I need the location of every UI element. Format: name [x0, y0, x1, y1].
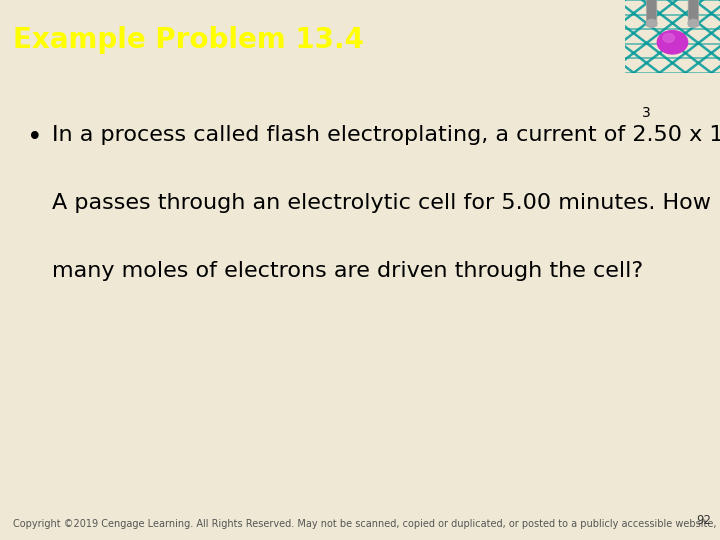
Text: A passes through an electrolytic cell for 5.00 minutes. How: A passes through an electrolytic cell fo… [52, 193, 711, 213]
Text: •: • [27, 125, 43, 151]
Text: Example Problem 13.4: Example Problem 13.4 [13, 26, 364, 54]
Text: Copyright ©2019 Cengage Learning. All Rights Reserved. May not be scanned, copie: Copyright ©2019 Cengage Learning. All Ri… [13, 518, 720, 529]
FancyBboxPatch shape [647, 0, 657, 26]
Circle shape [663, 33, 675, 42]
Circle shape [688, 19, 698, 28]
FancyBboxPatch shape [688, 0, 698, 26]
Circle shape [657, 31, 688, 54]
Circle shape [647, 19, 657, 28]
Text: In a process called flash electroplating, a current of 2.50 x 10: In a process called flash electroplating… [52, 125, 720, 145]
Text: many moles of electrons are driven through the cell?: many moles of electrons are driven throu… [52, 261, 643, 281]
Text: 3: 3 [642, 106, 650, 120]
Text: 92: 92 [696, 514, 711, 527]
